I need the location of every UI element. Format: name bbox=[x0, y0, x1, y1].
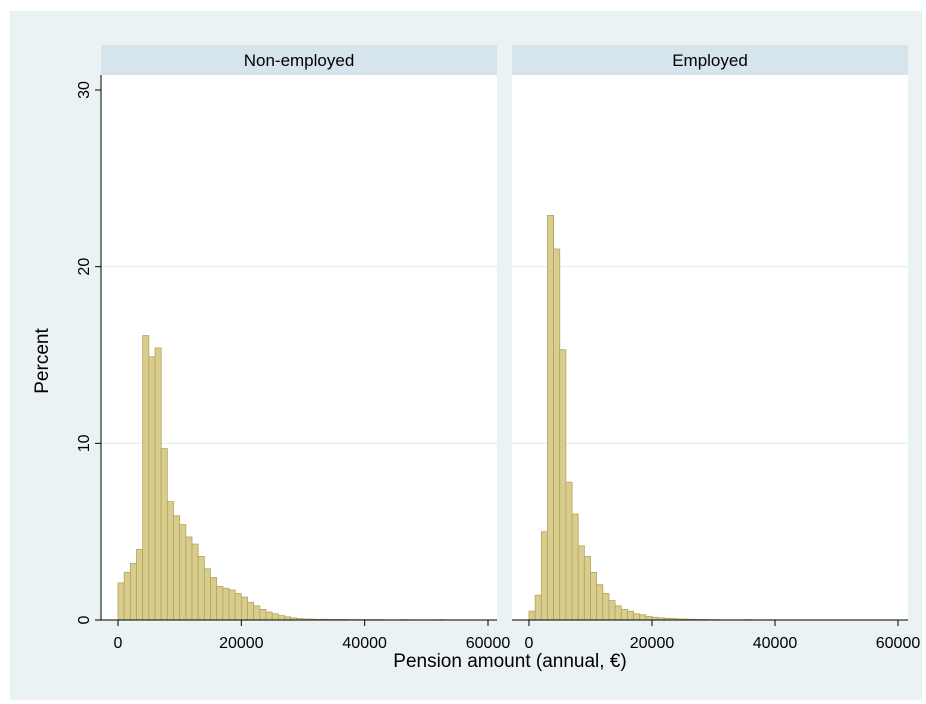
histogram-bar bbox=[173, 515, 181, 621]
histogram-bar bbox=[534, 594, 542, 621]
histogram-bar bbox=[203, 568, 211, 621]
histogram-bar bbox=[234, 593, 242, 621]
histogram-bar bbox=[265, 611, 273, 621]
histogram-bar bbox=[559, 349, 567, 621]
x-tick-label: 60000 bbox=[876, 635, 921, 652]
histogram-bar bbox=[148, 356, 156, 621]
histogram-bar bbox=[602, 593, 610, 621]
histogram-bar bbox=[191, 543, 199, 621]
x-tick-label: 40000 bbox=[342, 635, 387, 652]
histogram-bar bbox=[620, 609, 628, 621]
panel-strip bbox=[512, 45, 908, 75]
histogram-bar bbox=[547, 215, 555, 621]
histogram-bar bbox=[253, 605, 261, 621]
x-tick-label: 20000 bbox=[630, 635, 675, 652]
histogram-bar bbox=[210, 577, 218, 621]
histogram-bar bbox=[608, 600, 616, 621]
y-tick-label: 20 bbox=[76, 258, 93, 276]
histogram-bar bbox=[553, 248, 561, 621]
histogram-bar bbox=[142, 335, 150, 621]
histogram-bar bbox=[271, 613, 279, 621]
histogram-bar bbox=[583, 556, 591, 621]
y-axis-title: Percent bbox=[32, 328, 53, 394]
panel-strip bbox=[101, 45, 497, 75]
y-tick-label: 0 bbox=[76, 615, 93, 624]
histogram-bar bbox=[123, 571, 131, 621]
histogram-bar bbox=[639, 614, 647, 621]
histogram-bar bbox=[627, 610, 634, 621]
panel-title: Employed bbox=[672, 51, 748, 70]
histogram-bar bbox=[154, 347, 162, 621]
histogram-bar bbox=[565, 481, 573, 621]
histogram-bar bbox=[117, 582, 125, 621]
histogram-bar bbox=[528, 610, 536, 621]
histogram-bar bbox=[596, 584, 604, 621]
panel-employed: Employed 0 20000 40000 60000 bbox=[512, 45, 920, 652]
histogram-chart: Non-employed 0 20000 40000 60000 0 10 20 30 Emplo… bbox=[32, 45, 920, 672]
histogram-bar bbox=[160, 448, 168, 621]
histogram-bar bbox=[240, 596, 248, 621]
panel-title: Non-employed bbox=[244, 51, 355, 70]
histogram-bar bbox=[247, 601, 255, 621]
x-tick-label: 40000 bbox=[753, 635, 798, 652]
panel-non-employed: Non-employed 0 20000 40000 60000 0 10 20 30 bbox=[76, 45, 510, 652]
histogram-bar bbox=[166, 501, 174, 621]
histogram-bar bbox=[277, 615, 285, 621]
x-tick-label: 20000 bbox=[219, 635, 264, 652]
x-axis-title: Pension amount (annual, €) bbox=[393, 651, 626, 672]
histogram-bar bbox=[590, 571, 598, 621]
histogram-bar bbox=[185, 536, 193, 621]
histogram-bar bbox=[577, 545, 585, 621]
histogram-bar bbox=[197, 556, 205, 621]
x-tick-label: 60000 bbox=[466, 635, 511, 652]
y-tick-label: 10 bbox=[76, 434, 93, 452]
histogram-bar bbox=[614, 605, 622, 621]
histogram-bar bbox=[129, 563, 137, 621]
histogram-bar bbox=[222, 587, 230, 621]
histogram-bar bbox=[540, 531, 548, 621]
histogram-bar bbox=[633, 613, 641, 621]
y-tick-label: 30 bbox=[76, 81, 93, 99]
histogram-bar bbox=[259, 609, 267, 621]
histogram-bar bbox=[645, 616, 653, 621]
histogram-bar bbox=[216, 586, 224, 621]
x-tick-label: 0 bbox=[525, 635, 534, 652]
histogram-bar bbox=[136, 548, 144, 621]
x-tick-label: 0 bbox=[114, 635, 123, 652]
histogram-bar bbox=[571, 513, 579, 621]
histogram-bar bbox=[228, 589, 236, 621]
histogram-bar bbox=[179, 524, 187, 621]
chart-figure: Non-employed 0 20000 40000 60000 0 10 20 30 Emplo… bbox=[10, 11, 922, 700]
